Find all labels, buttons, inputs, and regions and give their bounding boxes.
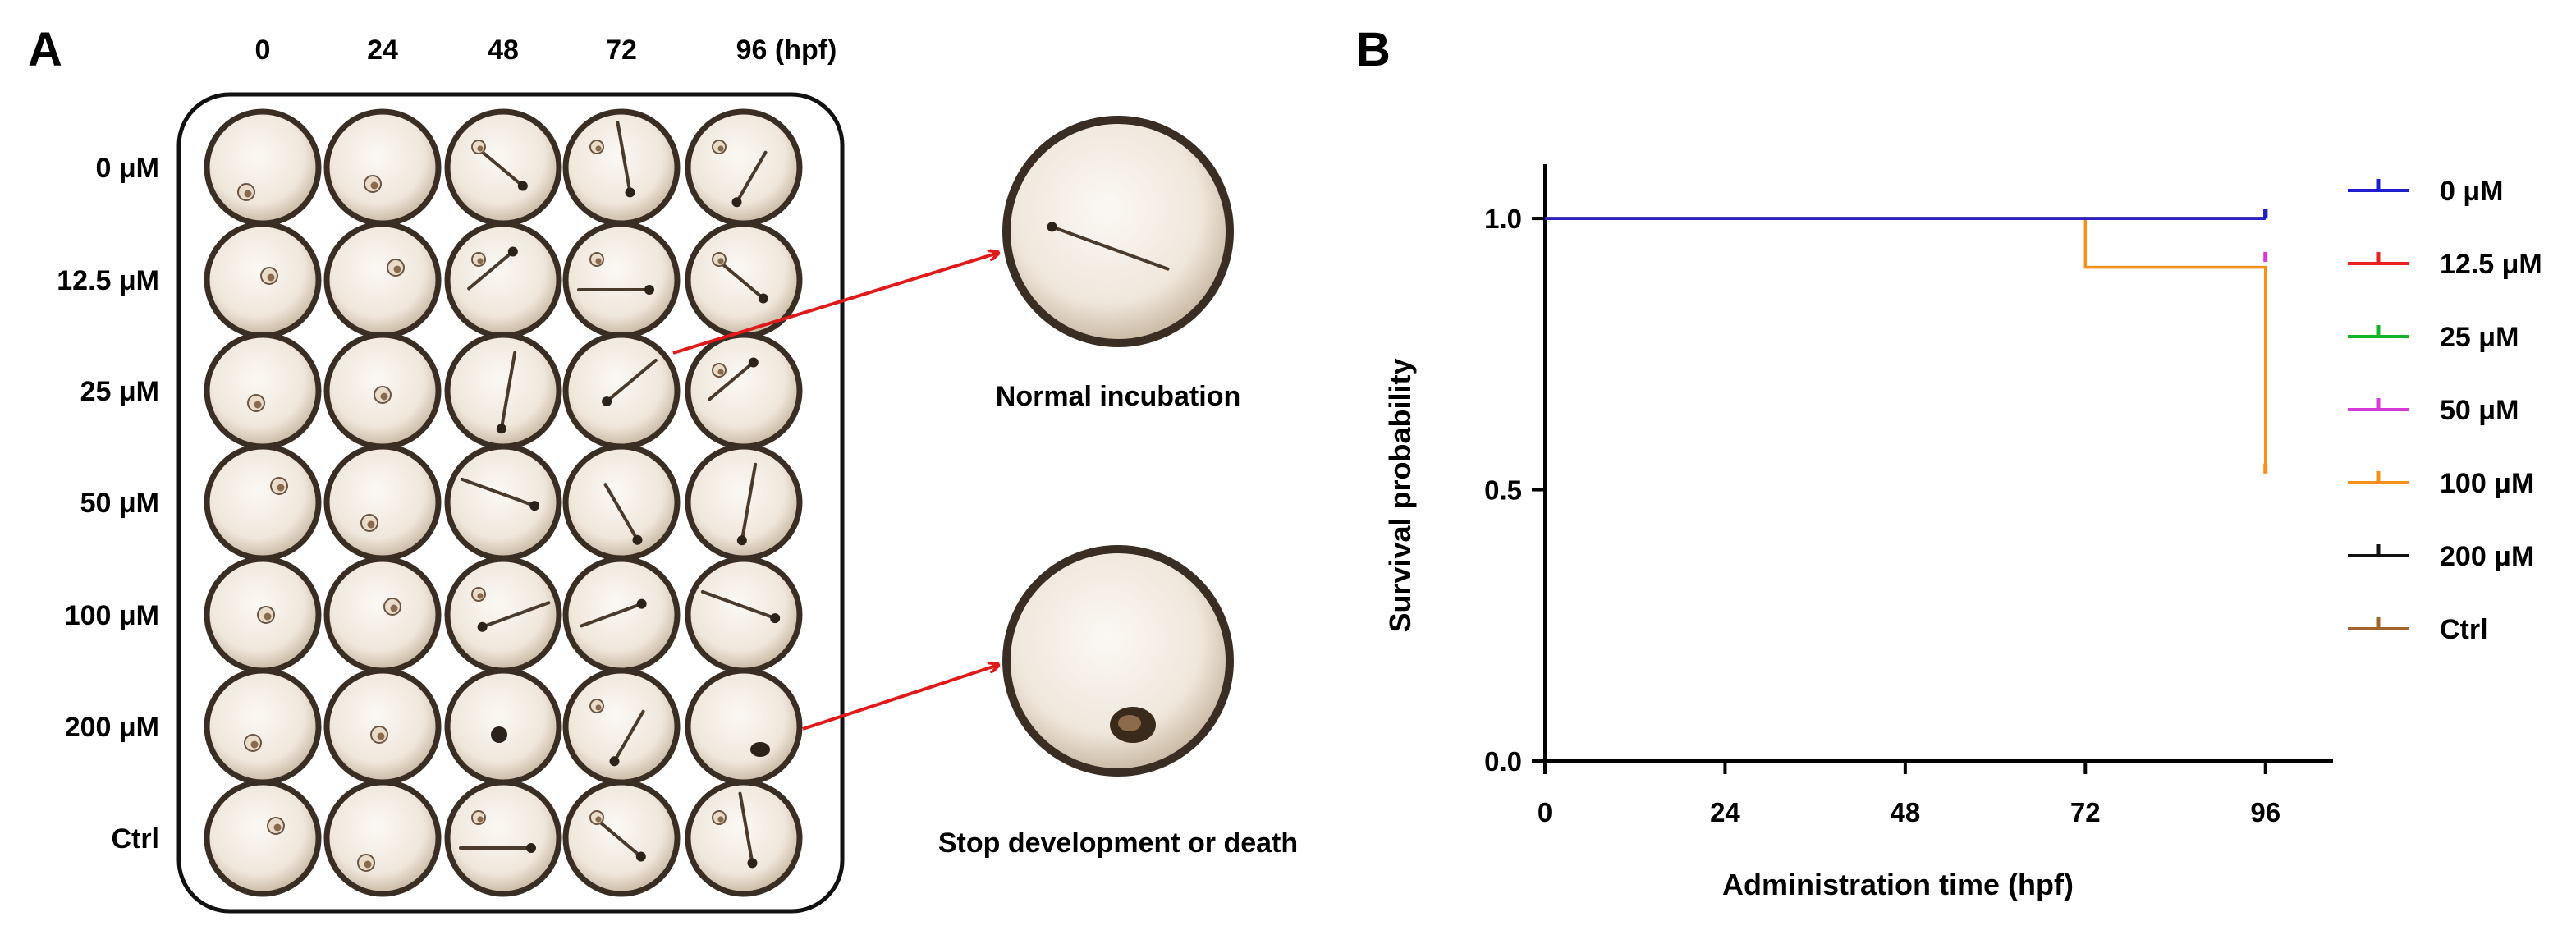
well	[562, 667, 681, 786]
callouts: Normal incubation Stop development or dea…	[672, 116, 1298, 859]
magnified-well	[1002, 116, 1234, 347]
well-grid	[204, 108, 803, 897]
survival-axes: 0 24 48 72 96 0.0 0.5 1.0 Administration time (h…	[1383, 164, 2333, 901]
well	[562, 108, 681, 227]
well	[204, 332, 322, 450]
time-labels: 0 24 48 72 96 (hpf)	[255, 34, 837, 66]
well	[685, 108, 803, 227]
legend-label: 100 μM	[2440, 468, 2534, 499]
legend-item: Ctrl	[2348, 614, 2488, 645]
panel-b-letter: B	[1356, 23, 1391, 76]
callout-normal: Normal incubation	[672, 116, 1240, 412]
well	[562, 221, 681, 339]
time-label: 96 (hpf)	[736, 34, 837, 66]
legend-label: Ctrl	[2440, 614, 2488, 645]
chart-legend: 0 μM 12.5 μM 25 μM 50 μM 100 μM 200 μM Ctrl	[2348, 176, 2542, 645]
y-tick-label: 0.0	[1484, 746, 1522, 777]
well	[444, 443, 562, 561]
legend-label: 200 μM	[2440, 541, 2534, 572]
well	[204, 221, 322, 339]
callout-label: Stop development or death	[938, 827, 1298, 859]
time-label: 48	[488, 34, 519, 66]
well	[323, 556, 442, 674]
well	[323, 443, 442, 561]
y-tick-label: 0.5	[1484, 475, 1522, 506]
well	[444, 108, 562, 227]
concentration-label: 25 μM	[80, 376, 159, 407]
well	[562, 443, 681, 561]
legend-item: 100 μM	[2348, 468, 2534, 499]
time-label: 24	[367, 34, 398, 66]
well	[562, 556, 681, 674]
callout-dead: Stop development or death	[802, 545, 1298, 859]
y-tick-label: 1.0	[1484, 204, 1522, 234]
panel-a-letter: A	[28, 23, 62, 76]
legend-label: 12.5 μM	[2440, 249, 2542, 280]
legend-item: 0 μM	[2348, 176, 2503, 207]
magnified-well	[1002, 545, 1234, 777]
concentration-label: 100 μM	[65, 600, 159, 631]
well	[204, 779, 322, 897]
time-label: 0	[255, 34, 271, 66]
callout-arrow	[802, 665, 998, 731]
well	[444, 332, 562, 450]
callout-arrow	[672, 253, 998, 355]
well	[323, 332, 442, 450]
concentration-label: Ctrl	[111, 823, 159, 855]
well	[323, 108, 442, 227]
well	[323, 667, 442, 786]
well	[444, 667, 562, 786]
concentration-label: 50 μM	[80, 488, 159, 519]
legend-item: 50 μM	[2348, 395, 2519, 426]
well	[685, 443, 803, 561]
well	[562, 779, 681, 897]
well	[685, 667, 803, 786]
well	[323, 779, 442, 897]
well	[444, 556, 562, 674]
well	[562, 332, 681, 450]
legend-item: 25 μM	[2348, 322, 2519, 353]
well	[204, 443, 322, 561]
well	[685, 556, 803, 674]
well	[685, 332, 803, 450]
x-axis-title: Administration time (hpf)	[1722, 868, 2074, 901]
legend-label: 0 μM	[2440, 176, 2503, 207]
panel-b: B 0 24 48 72 96 0.0 0.5 1.0 Administration time …	[1356, 23, 2542, 901]
concentration-label: 200 μM	[65, 712, 159, 743]
legend-label: 50 μM	[2440, 395, 2519, 426]
y-axis-title: Survival probability	[1383, 358, 1417, 632]
survival-series	[1545, 209, 2268, 474]
well	[204, 556, 322, 674]
x-tick-label: 0	[1538, 797, 1552, 827]
x-tick-label: 72	[2070, 797, 2101, 827]
series-line	[1545, 217, 2267, 474]
legend-label: 25 μM	[2440, 322, 2519, 353]
x-tick-label: 96	[2250, 797, 2280, 827]
row-labels: 0 μM 12.5 μM 25 μM 50 μM 100 μM 200 μM Ctrl	[57, 153, 159, 855]
well	[323, 221, 442, 339]
legend-item: 200 μM	[2348, 541, 2534, 572]
well	[444, 221, 562, 339]
x-tick-label: 24	[1710, 797, 1740, 827]
legend-item: 12.5 μM	[2348, 249, 2542, 280]
well	[444, 779, 562, 897]
x-tick-label: 48	[1890, 797, 1920, 827]
well	[204, 667, 322, 786]
panel-a: A 0 24 48 72 96 (hpf) 0 μM 12.5 μM 25 μM 50 μM 1…	[28, 23, 1298, 914]
well	[204, 108, 322, 227]
well	[685, 779, 803, 897]
concentration-label: 0 μM	[96, 153, 159, 184]
callout-label: Normal incubation	[996, 381, 1240, 412]
concentration-label: 12.5 μM	[57, 265, 159, 296]
time-label: 72	[606, 34, 637, 66]
plate-frame	[176, 92, 845, 914]
